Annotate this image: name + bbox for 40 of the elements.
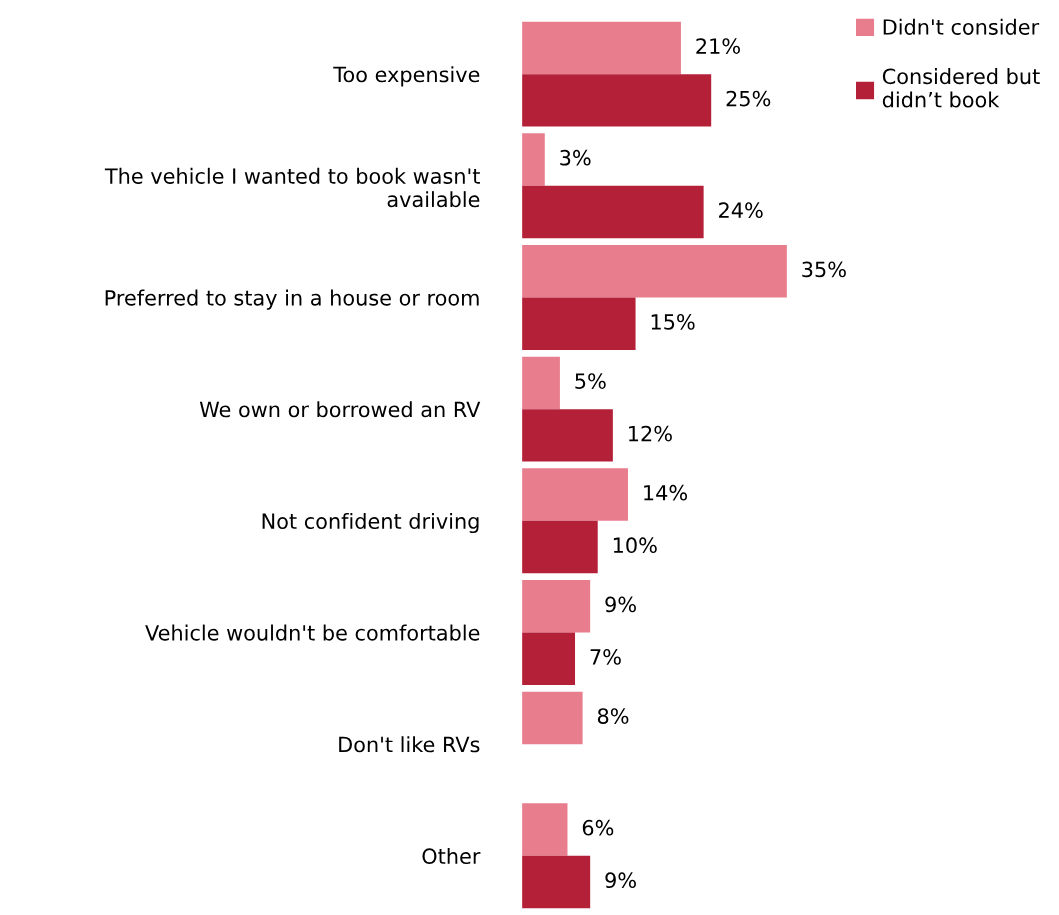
bar (522, 185, 704, 239)
y-tick-label: Other (422, 847, 481, 865)
bar (522, 21, 681, 75)
bar (522, 579, 591, 633)
data-label: 24% (719, 202, 763, 219)
bar (522, 244, 787, 298)
bar (522, 468, 628, 521)
y-tick-label: Preferred to stay in a house or room (105, 289, 479, 310)
data-label: 14% (644, 484, 688, 501)
data-label: 15% (651, 314, 695, 330)
data-label: 21% (696, 38, 740, 54)
bar (522, 297, 636, 350)
bar (522, 855, 591, 909)
bar (522, 409, 613, 462)
legend-label: Didn't consider (883, 18, 1040, 35)
bar (522, 356, 560, 410)
bar (522, 632, 576, 685)
bar (522, 803, 568, 856)
y-tick-label: The vehicle I wanted to book wasn't available (104, 167, 480, 208)
y-tick-label: Too expensive (333, 66, 480, 87)
data-label: 25% (726, 90, 771, 107)
data-label: 5% (575, 373, 606, 389)
data-label: 9% (605, 596, 636, 613)
bar (522, 133, 545, 186)
data-label: 3% (560, 149, 591, 166)
y-tick-label: Don't like RVs (339, 736, 480, 753)
data-label: 6% (582, 819, 614, 836)
data-label: 10% (613, 537, 657, 554)
bar (522, 691, 583, 745)
data-label: 9% (605, 872, 636, 889)
data-label: 35% (802, 261, 846, 278)
bar (522, 520, 598, 574)
data-label: 12% (629, 425, 672, 442)
bar (522, 74, 712, 127)
legend-label: Considered but didn’t book (882, 68, 1040, 108)
y-tick-label: Not confident driving (262, 512, 479, 534)
y-tick-label: Vehicle wouldn't be comfortable (145, 624, 480, 641)
data-label: 7% (590, 649, 621, 665)
data-label: 8% (597, 708, 629, 724)
y-tick-label: We own or borrowed an RV (199, 401, 481, 418)
